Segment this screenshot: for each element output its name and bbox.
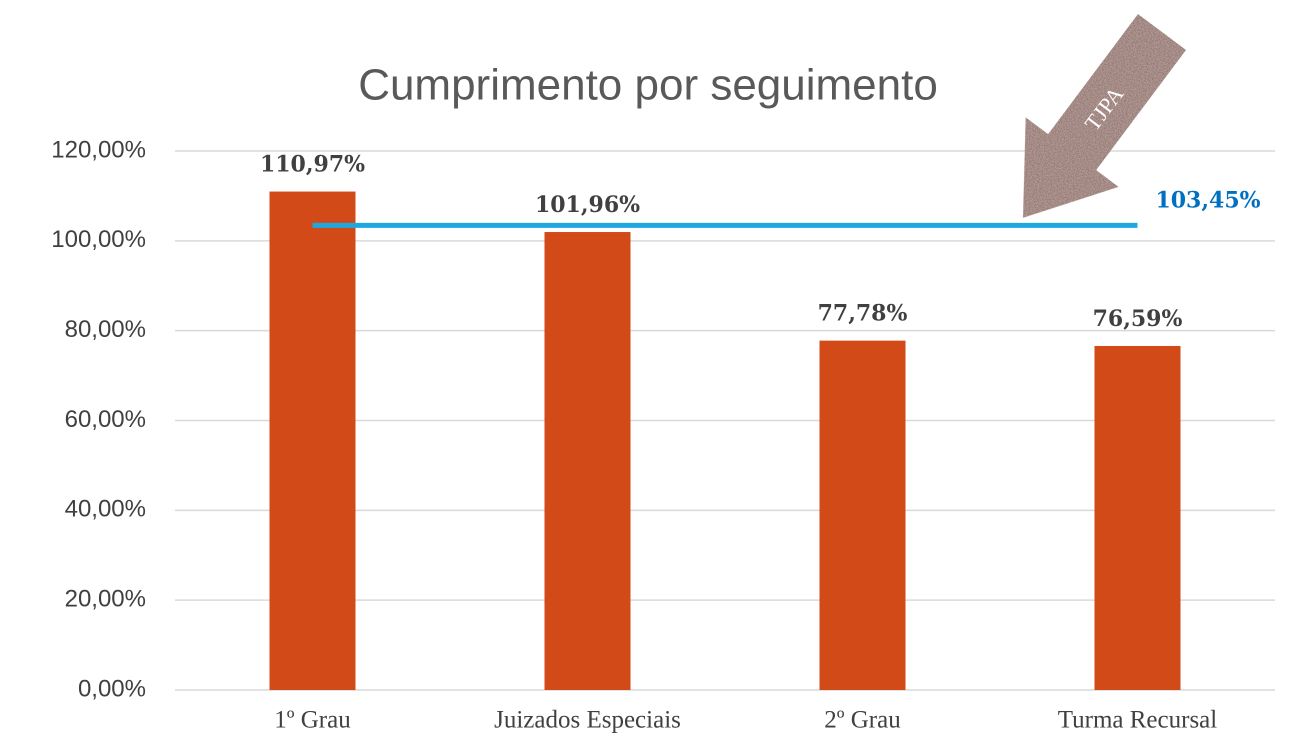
bar xyxy=(1094,345,1181,690)
y-tick-label: 80,00% xyxy=(65,316,146,343)
data-label: 110,97% xyxy=(260,152,365,178)
y-tick-label: 40,00% xyxy=(65,496,146,523)
data-label: 77,78% xyxy=(818,301,908,327)
bar xyxy=(544,232,631,690)
bar xyxy=(819,340,906,690)
x-tick-label: Juizados Especiais xyxy=(494,707,681,734)
y-tick-label: 20,00% xyxy=(65,586,146,613)
y-tick-label: 0,00% xyxy=(78,675,146,702)
x-tick-label: 2º Grau xyxy=(824,707,901,734)
y-tick-label: 100,00% xyxy=(51,226,146,253)
x-tick-label: 1º Grau xyxy=(274,707,351,734)
bar xyxy=(269,191,356,690)
chart-title: Cumprimento por seguimento xyxy=(358,61,938,110)
data-label: 76,59% xyxy=(1093,306,1183,332)
x-tick-label: Turma Recursal xyxy=(1058,707,1218,734)
y-tick-label: 60,00% xyxy=(65,406,146,433)
data-label: 101,96% xyxy=(535,192,640,218)
y-tick-label: 120,00% xyxy=(51,136,146,163)
annotation-arrow xyxy=(1023,14,1187,218)
reference-label: 103,45% xyxy=(1155,187,1260,213)
